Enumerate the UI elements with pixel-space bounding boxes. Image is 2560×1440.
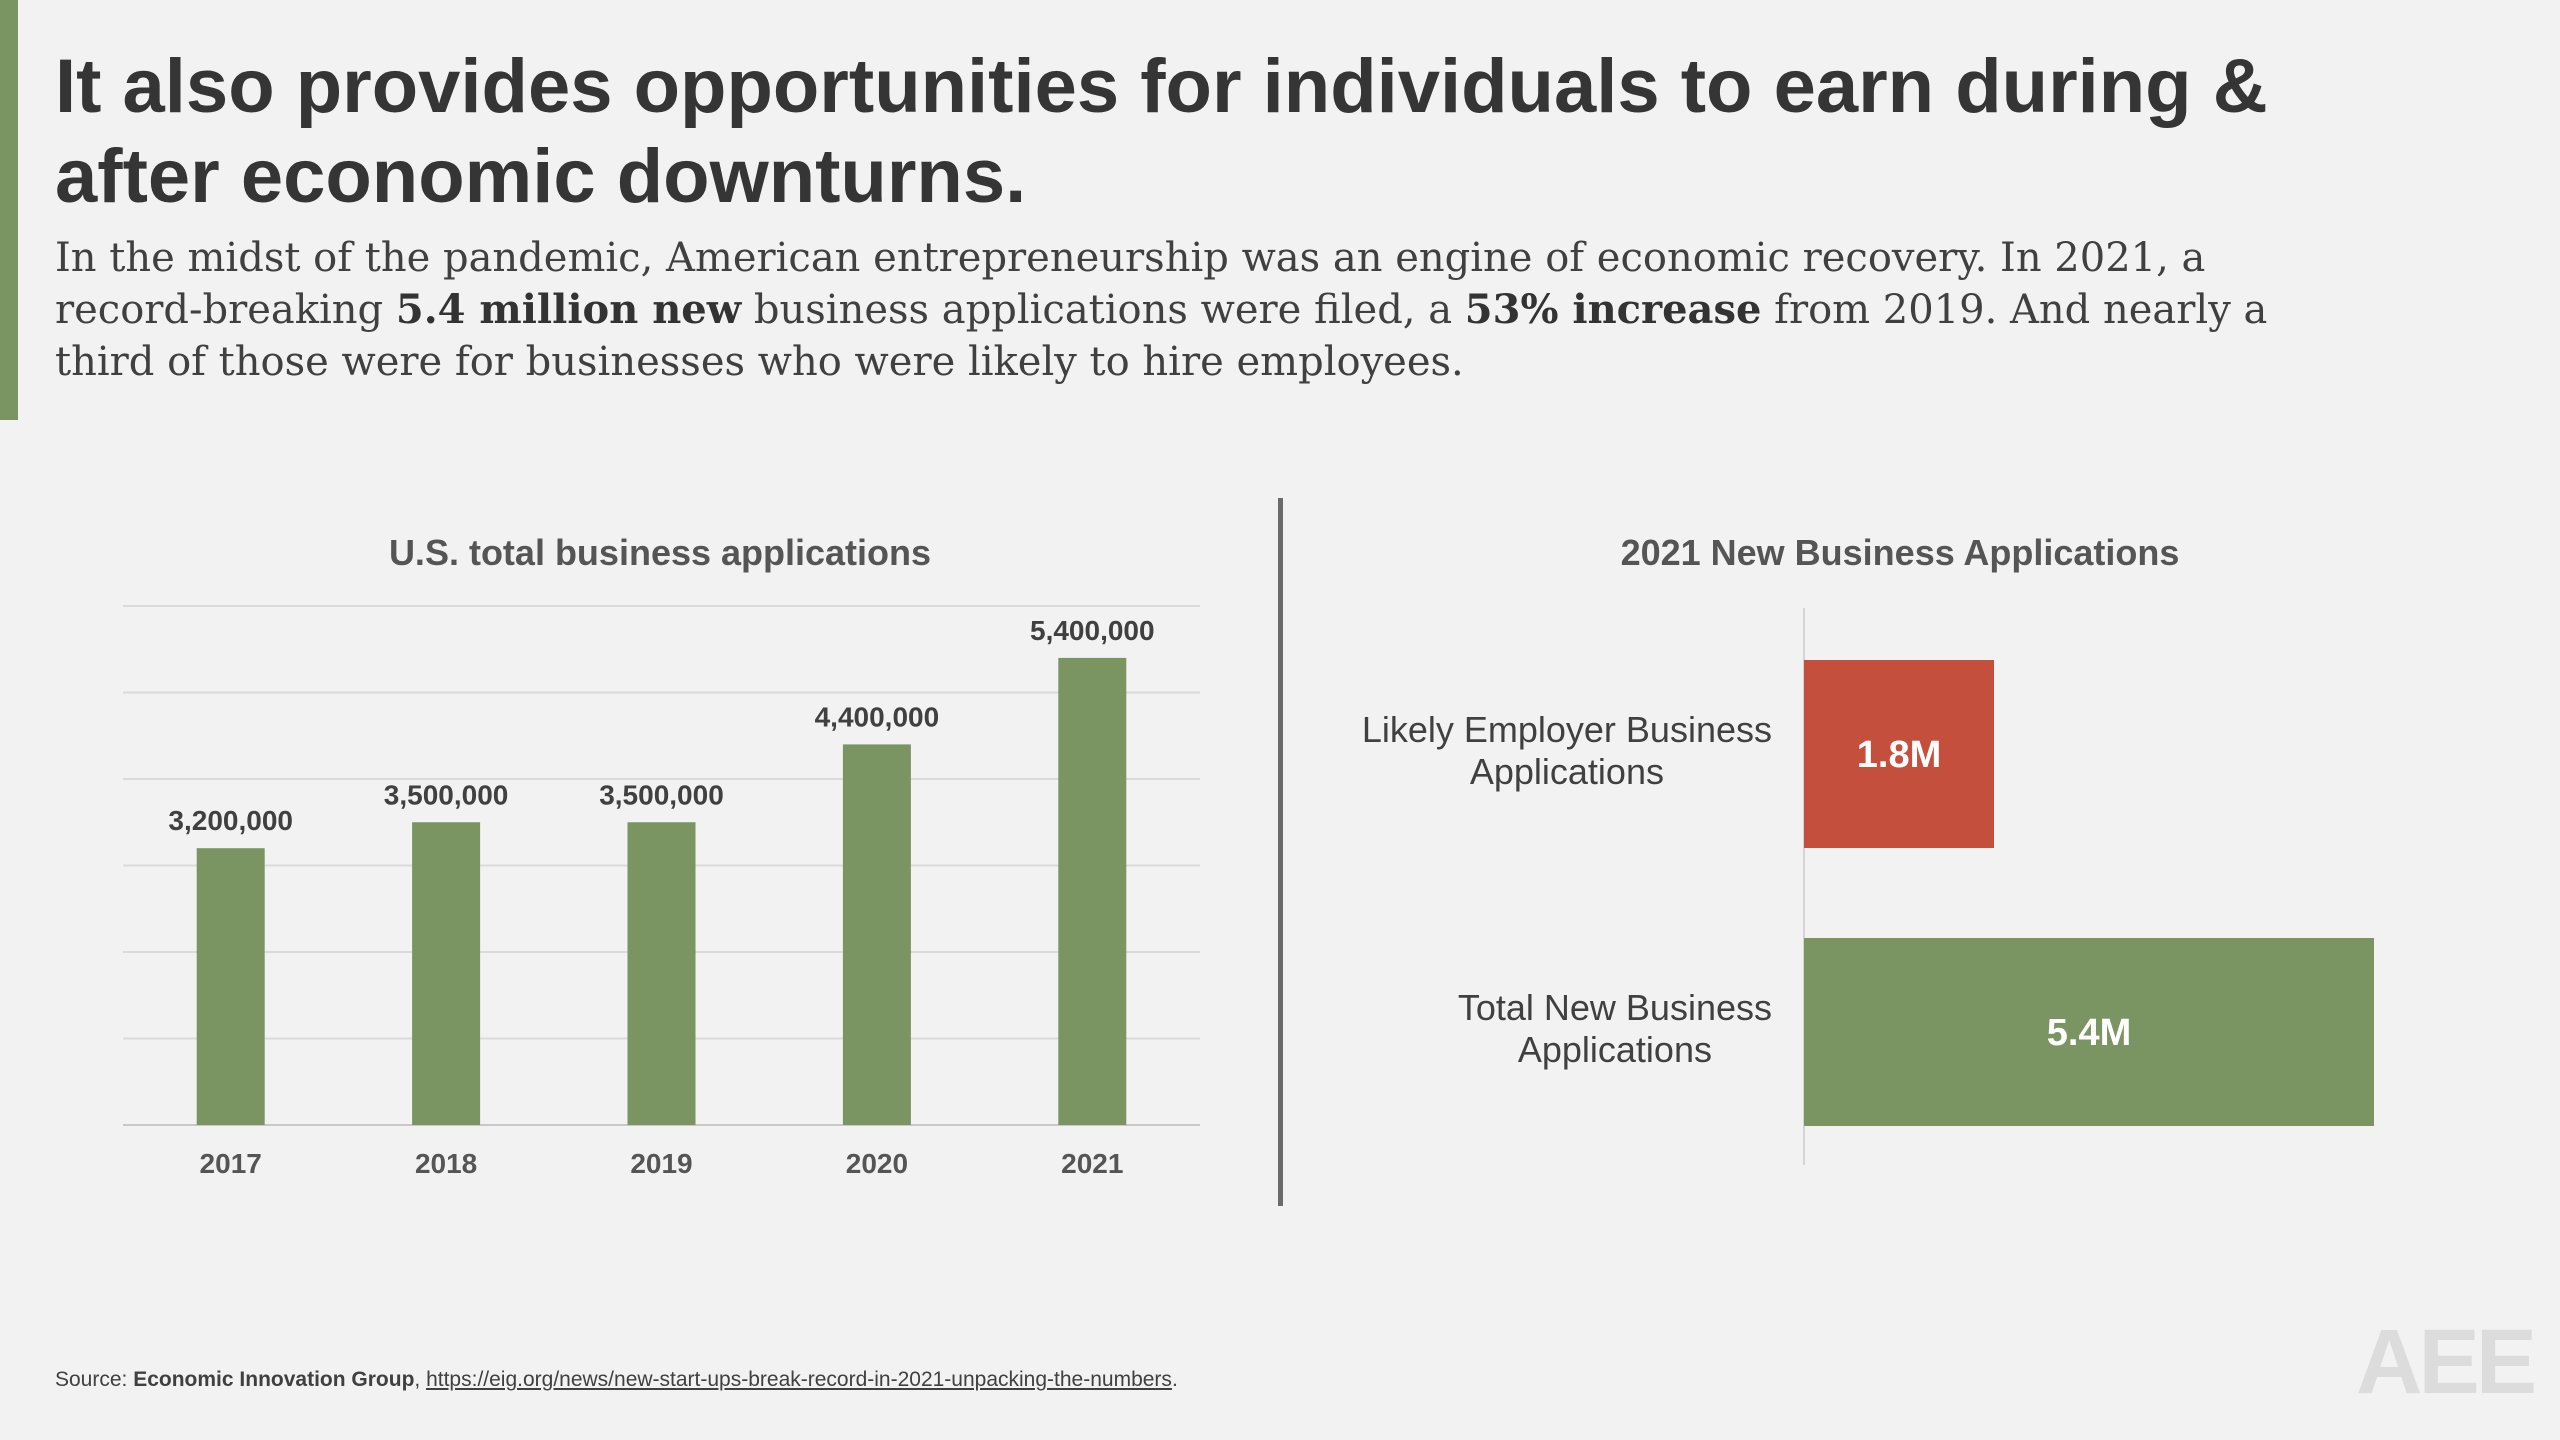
source-prefix: Source: bbox=[55, 1368, 134, 1391]
business-applications-column-chart: 3,200,000 2017 3,500,000 2018 3,500,000 2019 4… bbox=[123, 605, 1200, 1179]
y-tick-likely-employer: Likely Employer Business Applications bbox=[1362, 709, 1772, 792]
bar-likely-employer bbox=[1804, 660, 1994, 848]
source-note: Source: Economic Innovation Group, https… bbox=[55, 1368, 1178, 1392]
data-label-2018: 3,500,000 bbox=[384, 779, 509, 810]
x-tick-2018: 2018 bbox=[415, 1148, 477, 1179]
source-suffix: . bbox=[1171, 1368, 1178, 1391]
data-label-likely-employer: 1.8M bbox=[1857, 734, 1941, 776]
data-label-2019: 3,500,000 bbox=[599, 779, 724, 810]
intro-highlight-increase: 53% increase bbox=[1464, 286, 1762, 333]
new-business-applications-bar-chart: 1.8M Likely Employer Business Applications… bbox=[1362, 608, 2374, 1165]
chart-divider bbox=[1278, 498, 1283, 1206]
intro-text-3: from 2019. And nearly a third of those w… bbox=[55, 287, 2268, 385]
y-tick-total-new: Total New Business Applications bbox=[1458, 987, 1772, 1070]
source-separator: , bbox=[414, 1368, 427, 1391]
data-label-2017: 3,200,000 bbox=[168, 805, 293, 836]
bar-2019 bbox=[627, 822, 696, 1125]
aee-logo: AEE bbox=[2356, 1311, 2537, 1413]
accent-bar bbox=[0, 0, 18, 420]
intro-text-1: In the midst of the pandemic, American e… bbox=[55, 235, 2206, 333]
intro-paragraph: In the midst of the pandemic, American e… bbox=[55, 232, 2355, 388]
data-label-total-new: 5.4M bbox=[2047, 1012, 2131, 1054]
right-chart-title: 2021 New Business Applications bbox=[1620, 532, 2180, 573]
intro-text-2: business applications were filed, a bbox=[741, 287, 1465, 333]
left-chart-title: U.S. total business applications bbox=[388, 532, 932, 573]
source-org: Economic Innovation Group bbox=[133, 1368, 415, 1391]
slide-title: It also provides opportunities for indiv… bbox=[55, 44, 2268, 219]
data-label-2020: 4,400,000 bbox=[815, 701, 940, 732]
bar-total-new bbox=[1804, 938, 2374, 1126]
bar-2018 bbox=[412, 822, 481, 1125]
x-tick-2017: 2017 bbox=[200, 1148, 262, 1179]
x-tick-2019: 2019 bbox=[630, 1148, 692, 1179]
x-tick-2020: 2020 bbox=[846, 1148, 908, 1179]
intro-highlight-new-applications: 5.4 million new bbox=[395, 286, 742, 333]
bar-2017 bbox=[196, 848, 265, 1125]
source-link[interactable]: https://eig.org/news/new-start-ups-break… bbox=[426, 1368, 1172, 1391]
bar-2021 bbox=[1058, 657, 1127, 1125]
x-tick-2021: 2021 bbox=[1061, 1148, 1123, 1179]
bar-2020 bbox=[842, 744, 911, 1125]
data-label-2021: 5,400,000 bbox=[1030, 615, 1155, 646]
